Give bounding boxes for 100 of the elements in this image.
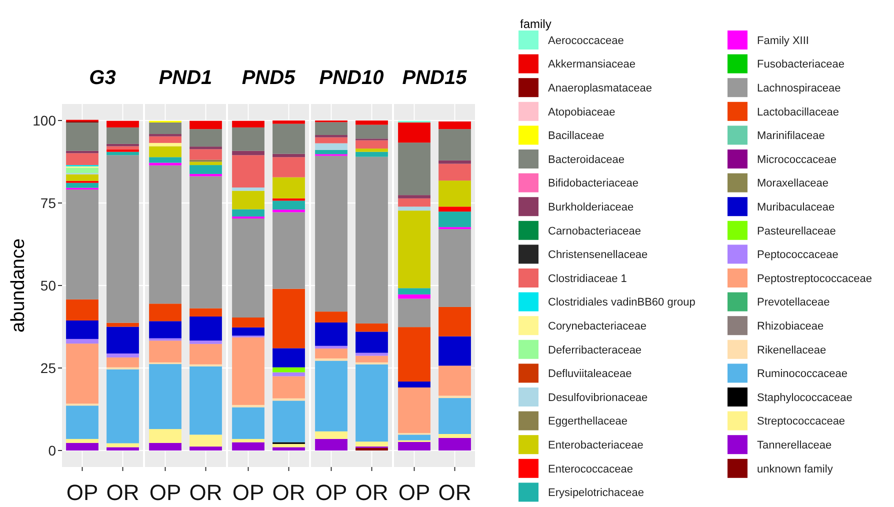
bar <box>149 165 182 304</box>
bar <box>232 337 264 405</box>
bar <box>438 438 471 450</box>
bar <box>232 120 264 128</box>
legend-label: Enterobacteriaceae <box>548 439 644 452</box>
bar <box>272 367 305 372</box>
bar <box>315 143 348 150</box>
legend-label: Clostridiales vadinBB60 group <box>548 296 696 309</box>
bar <box>356 124 388 139</box>
bar <box>272 157 305 178</box>
bar <box>190 165 222 174</box>
bar <box>190 176 222 308</box>
bar <box>398 387 430 434</box>
bar <box>190 129 222 147</box>
bar <box>315 122 348 136</box>
bar <box>190 446 222 450</box>
chart-title: G3 <box>89 67 116 89</box>
bar <box>356 140 388 149</box>
bar <box>106 357 139 368</box>
bar <box>149 157 182 163</box>
bar <box>106 127 139 144</box>
bar <box>272 447 305 450</box>
bar <box>232 155 264 188</box>
bar <box>190 120 222 130</box>
x-tick-label: OP <box>315 480 348 505</box>
legend-label: Bacillaceae <box>548 130 604 142</box>
bar <box>438 306 471 336</box>
y-tick-label: 100 <box>32 112 56 128</box>
bar <box>149 142 182 146</box>
bar <box>398 122 430 143</box>
x-tick-label: OP <box>398 480 430 505</box>
bar <box>190 366 222 435</box>
bar <box>106 155 139 323</box>
bar <box>149 162 182 166</box>
legend-title: family <box>520 17 552 32</box>
bar <box>398 210 430 288</box>
bar <box>398 142 430 196</box>
bar <box>315 137 348 144</box>
bar <box>66 406 98 439</box>
bar <box>438 212 471 228</box>
legend-label: Enterococcaceae <box>548 463 633 476</box>
bar <box>398 442 430 450</box>
bar <box>398 298 430 328</box>
bar <box>149 321 182 338</box>
bar <box>232 407 264 439</box>
legend-label: Bacteroidaceae <box>548 154 624 166</box>
bar <box>66 174 98 181</box>
legend-label: Ruminococcaceae <box>757 368 848 380</box>
bar <box>356 152 388 157</box>
bar <box>106 353 139 358</box>
y-tick-label: 75 <box>40 194 56 211</box>
legend-label: Pasteurellaceae <box>757 225 836 238</box>
x-tick-label: OR <box>189 480 222 505</box>
legend-label: Bifidobacteriaceae <box>548 178 639 190</box>
legend-label: Micrococcaceae <box>757 154 836 166</box>
bar <box>190 434 222 447</box>
y-tick-label: 50 <box>40 277 56 294</box>
bar <box>66 122 98 151</box>
bar <box>106 146 139 150</box>
bar <box>66 168 98 173</box>
bar <box>272 400 305 442</box>
bar <box>232 318 264 328</box>
bar <box>438 366 471 396</box>
legend-label: Prevotellaceae <box>757 296 830 309</box>
legend-label: Marinifilaceae <box>757 130 825 142</box>
bar <box>438 398 471 434</box>
chart-title: PND15 <box>402 67 468 89</box>
bar <box>106 443 139 448</box>
bar <box>315 348 348 358</box>
bar <box>106 322 139 327</box>
chart-title: PND10 <box>319 67 384 89</box>
bar <box>190 308 222 317</box>
bar <box>232 187 264 191</box>
bar <box>315 312 348 322</box>
bar <box>398 294 430 299</box>
legend-label: Christensenellaceae <box>548 249 648 262</box>
legend-label: Akkermansiaceae <box>548 58 636 71</box>
bar <box>190 162 222 166</box>
bar <box>232 327 264 336</box>
bar <box>232 404 264 408</box>
bar <box>232 438 264 442</box>
bar <box>106 152 139 156</box>
legend-label: Peptostreptococcaceae <box>757 272 872 285</box>
x-tick-label: OR <box>106 480 140 505</box>
bar <box>190 146 222 150</box>
x-tick-label: OP <box>232 480 264 505</box>
bar <box>106 447 139 450</box>
bar <box>190 344 222 364</box>
bar <box>66 344 98 404</box>
bar <box>398 434 430 440</box>
legend-label: Corynebacteriaceae <box>548 320 646 332</box>
bar <box>106 369 139 444</box>
x-tick-label: OR <box>438 480 472 505</box>
legend-label: Anaeroplasmataceae <box>548 82 652 94</box>
bar <box>232 218 264 318</box>
bar <box>272 124 305 154</box>
bar <box>272 288 305 348</box>
bar <box>438 206 471 212</box>
bar <box>272 444 305 448</box>
bar <box>149 146 182 158</box>
